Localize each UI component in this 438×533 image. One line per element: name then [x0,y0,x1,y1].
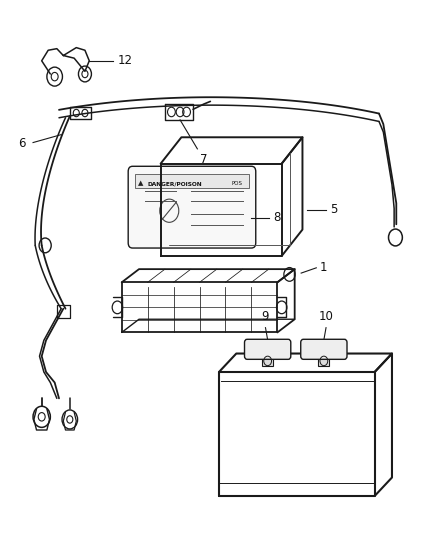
Text: 5: 5 [331,203,338,216]
Text: DANGER/POISON: DANGER/POISON [148,181,202,187]
Text: 1: 1 [319,261,327,274]
Text: 6: 6 [18,137,26,150]
FancyBboxPatch shape [128,166,256,248]
Text: 12: 12 [117,54,132,67]
Text: 8: 8 [273,212,280,224]
FancyBboxPatch shape [244,340,291,359]
FancyBboxPatch shape [301,340,347,359]
Text: 10: 10 [318,310,333,324]
Bar [134,174,249,189]
Text: 7: 7 [200,152,207,166]
Bar [262,356,273,366]
Text: ▲: ▲ [138,180,144,187]
Bar [318,356,329,366]
Text: 9: 9 [262,310,269,324]
Text: POS: POS [232,181,243,187]
